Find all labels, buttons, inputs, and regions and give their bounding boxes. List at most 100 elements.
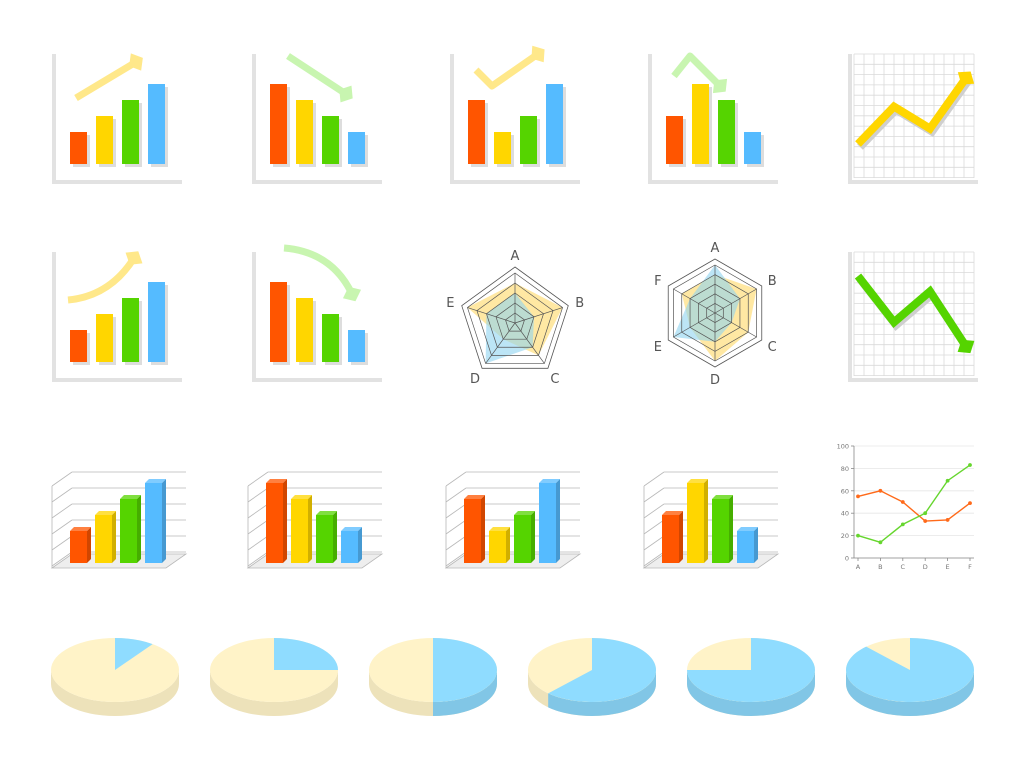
pie-side-blue	[846, 670, 974, 716]
pie-side-cream	[51, 670, 179, 716]
bar-top	[291, 495, 312, 499]
frame-baseline	[52, 180, 182, 184]
line-chart-15: 0 20 40 60 80 100 A B C D E F	[820, 440, 980, 580]
pie-chart-svg	[51, 638, 179, 716]
bar-top	[687, 479, 708, 483]
bar-top	[145, 479, 166, 483]
bar	[687, 483, 704, 563]
bar-chart-11	[48, 456, 188, 569]
radar-outer-ring	[667, 258, 763, 368]
line-point	[945, 478, 950, 483]
x-tick-label: D	[923, 563, 928, 571]
trend-arrow	[473, 51, 540, 90]
bar	[520, 116, 537, 164]
bar	[539, 483, 556, 563]
side-gridline	[445, 503, 467, 519]
side-gridline	[247, 519, 269, 535]
trend-arrow-head	[531, 45, 545, 63]
side-gridline	[643, 471, 665, 487]
line-point	[923, 511, 928, 516]
bar-side	[556, 479, 560, 563]
line-point	[878, 488, 883, 493]
side-gridline	[445, 471, 467, 487]
bar-chart-svg	[52, 53, 182, 184]
line-point	[856, 533, 860, 538]
x-tick-label: B	[878, 563, 882, 571]
bar-side	[358, 527, 362, 563]
pie-side-cream	[210, 670, 338, 716]
pie-chart-svg	[846, 638, 974, 716]
bar	[96, 314, 113, 362]
bar-chart-12	[244, 456, 384, 569]
pie-slice-blue	[846, 638, 974, 702]
bar	[122, 298, 139, 362]
bar-top	[539, 479, 560, 483]
bar-chart-svg	[450, 45, 580, 184]
bar	[692, 84, 709, 164]
y-tick-label: 20	[841, 532, 849, 540]
radar-axis-label: A	[711, 241, 720, 256]
side-gridline	[51, 535, 73, 551]
radar-chart-9: A B C D E F	[630, 228, 800, 398]
trend-arrow-head	[129, 53, 143, 71]
trend-arrow	[74, 58, 138, 102]
line-chart-svg	[848, 251, 978, 382]
bar	[70, 132, 87, 164]
bar	[348, 132, 365, 164]
side-gridline	[445, 519, 467, 535]
y-tick-label: 0	[845, 555, 849, 563]
bar-top	[341, 527, 362, 531]
line-point	[923, 519, 928, 523]
pie-chart-21	[846, 626, 976, 726]
radar-axis-label: F	[654, 274, 661, 289]
line-arrow-head	[957, 71, 975, 85]
trend-arrow-head	[125, 251, 143, 265]
radar-spoke	[714, 312, 757, 338]
bar-side	[137, 495, 141, 563]
bar-side	[112, 511, 116, 563]
radar-spoke	[514, 307, 563, 324]
pie-chart-17	[210, 626, 340, 726]
y-tick-label: 40	[841, 510, 849, 518]
pie-chart-16	[51, 626, 181, 726]
bar	[296, 100, 313, 164]
frame-baseline	[252, 180, 382, 184]
trend-arrow-head	[342, 286, 362, 302]
trend-arrow	[671, 52, 723, 89]
pie-chart-svg	[210, 638, 338, 716]
pie-chart-svg	[687, 638, 815, 716]
bar-chart-svg	[52, 251, 182, 382]
side-gridline	[643, 487, 665, 503]
radar-ring	[476, 282, 554, 356]
bar	[70, 330, 87, 362]
line-chart-svg: 0 20 40 60 80 100 A B C D E F	[837, 443, 974, 571]
bar-top	[489, 527, 510, 531]
radar-spoke	[485, 322, 516, 364]
trend-arrow	[283, 244, 356, 296]
radar-axis-label: E	[654, 340, 662, 355]
bar-chart-svg	[642, 471, 780, 569]
line-point	[900, 522, 905, 527]
line-arrow-head	[957, 339, 975, 354]
bar	[341, 531, 358, 563]
bar-top	[737, 527, 758, 531]
frame-vertical	[252, 252, 256, 382]
side-gridline	[51, 503, 73, 519]
radar-chart-svg: A B C D E	[446, 249, 584, 387]
frame-vertical	[848, 54, 852, 184]
radar-spoke	[673, 312, 716, 338]
bar-side	[729, 495, 733, 563]
radar-ring	[495, 302, 535, 340]
bar	[270, 282, 287, 362]
line-series	[855, 75, 970, 147]
x-tick-label: C	[901, 563, 906, 571]
pie-slice-blue	[548, 638, 656, 702]
bar-top	[712, 495, 733, 499]
x-tick-label: E	[946, 563, 950, 571]
bar-side	[481, 495, 485, 563]
y-tick-label: 100	[837, 443, 849, 451]
side-gridline	[643, 535, 665, 551]
line-point	[968, 463, 972, 467]
radar-axis-label: D	[710, 373, 720, 388]
radar-spoke	[467, 307, 516, 324]
